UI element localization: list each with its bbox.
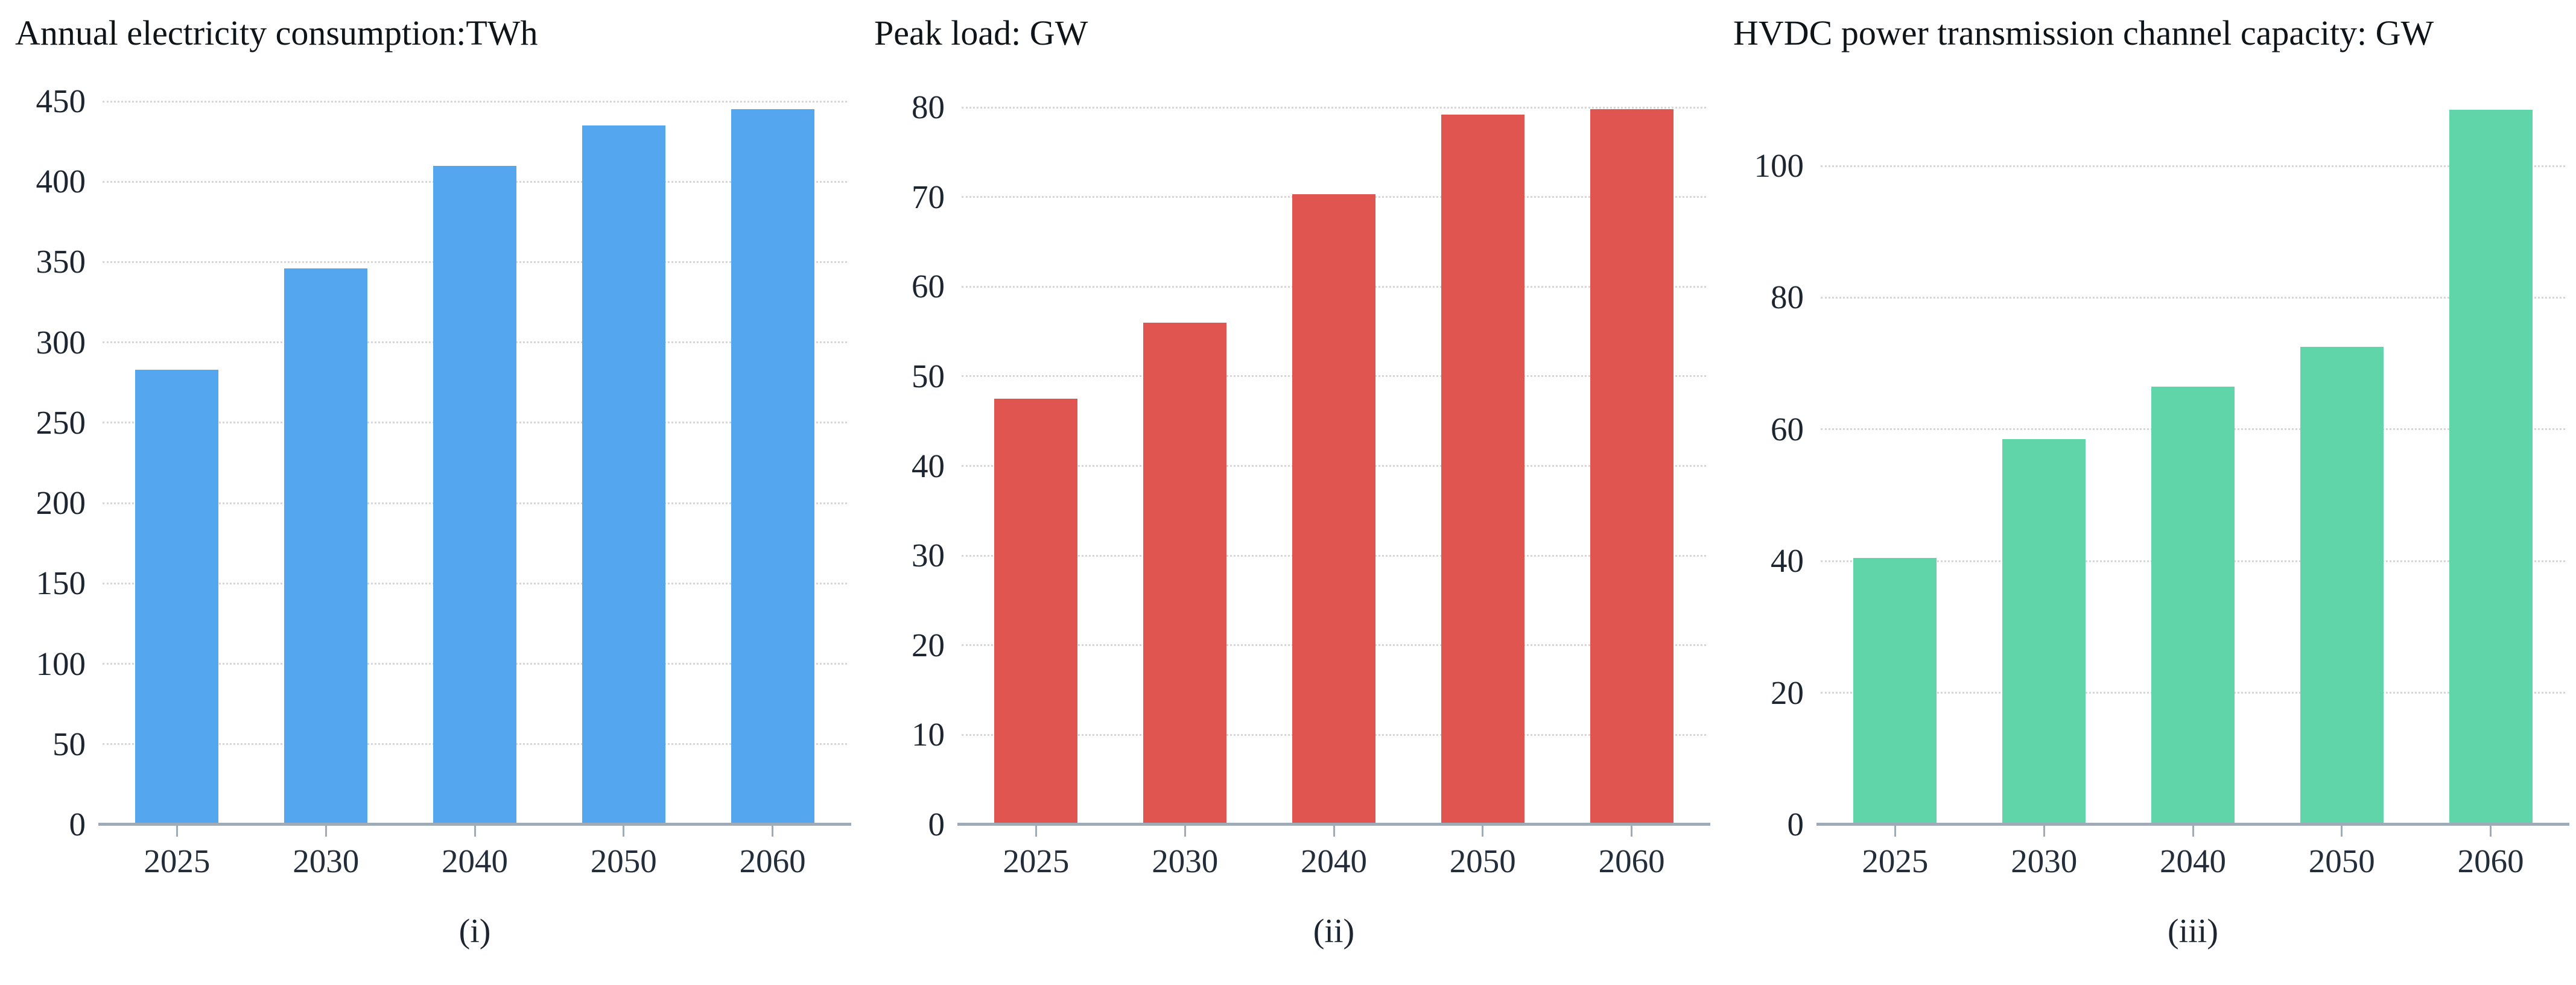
chart-title: Peak load: GW: [874, 13, 1088, 52]
chart-title: HVDC power transmission channel capacity…: [1733, 13, 2434, 52]
gridline: [103, 100, 847, 103]
x-axis-tick: [1482, 826, 1484, 837]
x-axis-tick: [1184, 826, 1186, 837]
y-axis-tick-label: 20: [912, 626, 945, 664]
y-axis-tick-label: 50: [52, 725, 86, 762]
chart-panel-hvdc-capacity: HVDC power transmission channel capacity…: [1718, 0, 2576, 985]
x-axis-tick: [1035, 826, 1037, 837]
x-axis-tick-label: 2050: [1449, 843, 1516, 879]
x-axis-tick: [1631, 826, 1633, 837]
y-axis-tick-label: 250: [36, 404, 86, 441]
x-axis-tick-label: 2040: [2160, 843, 2226, 879]
x-axis-tick: [2341, 826, 2343, 837]
x-axis-tick-label: 2040: [442, 843, 508, 879]
x-axis-tick-label: 2040: [1301, 843, 1367, 879]
y-axis-tick-label: 150: [36, 565, 86, 602]
x-axis-tick: [1894, 826, 1896, 837]
x-axis-tick: [474, 826, 476, 837]
bar-2030: [2002, 439, 2086, 825]
x-axis-tick-label: 2025: [144, 843, 211, 879]
y-axis-tick-label: 50: [912, 357, 945, 394]
bar-2060: [2449, 110, 2533, 825]
y-axis-tick-label: 450: [36, 83, 86, 119]
chart-caption: (iii): [2168, 913, 2218, 950]
bar-2040: [2151, 386, 2235, 825]
bar-2030: [284, 268, 368, 825]
y-axis-tick-label: 60: [912, 268, 945, 305]
y-axis-tick-label: 80: [1771, 279, 1804, 316]
gridline: [1821, 165, 2565, 167]
y-axis-tick-label: 70: [912, 178, 945, 215]
y-axis-tick-label: 100: [36, 645, 86, 682]
y-axis-tick-label: 400: [36, 163, 86, 200]
gridline: [962, 106, 1706, 109]
x-axis-tick-label: 2060: [1598, 843, 1665, 879]
x-axis-tick-label: 2030: [293, 843, 360, 879]
y-axis-tick-label: 0: [1787, 806, 1804, 843]
y-axis-tick-label: 100: [1754, 147, 1804, 184]
bar-2040: [433, 165, 516, 825]
y-axis-tick-label: 10: [912, 716, 945, 753]
bar-2060: [731, 109, 814, 825]
y-axis-tick-label: 80: [912, 89, 945, 125]
bar-2025: [1853, 557, 1937, 825]
x-axis-tick-label: 2060: [739, 843, 806, 879]
y-axis-tick-label: 300: [36, 323, 86, 361]
y-axis-tick-label: 20: [1771, 674, 1804, 711]
x-axis-tick: [325, 826, 327, 837]
chart-title: Annual electricity consumption:TWh: [15, 13, 538, 52]
x-axis-tick: [623, 826, 625, 837]
chart-panel-peak-load: Peak load: GW 0 10 20 30 40 50 60 70 80 2025 2030 2…: [859, 0, 1717, 985]
bar-2060: [1590, 109, 1673, 825]
x-axis-tick-label: 2050: [590, 843, 657, 879]
bar-2050: [2300, 347, 2384, 825]
x-axis-line: [1816, 823, 2569, 826]
x-axis-tick-label: 2050: [2308, 843, 2375, 879]
y-axis-tick-label: 0: [928, 806, 945, 843]
x-axis-tick-label: 2025: [1862, 843, 1929, 879]
bar-2050: [1441, 114, 1524, 825]
x-axis-line: [98, 823, 851, 826]
gridline: [1821, 296, 2565, 299]
y-axis-tick-label: 40: [912, 447, 945, 484]
y-axis-tick-label: 0: [69, 806, 86, 843]
x-axis-tick: [2192, 826, 2194, 837]
x-axis-tick: [2490, 826, 2492, 837]
bar-2040: [1292, 194, 1375, 825]
x-axis-tick: [1333, 826, 1335, 837]
x-axis-tick-label: 2030: [1152, 843, 1219, 879]
chart-caption: (i): [458, 913, 491, 950]
bar-2025: [994, 399, 1078, 825]
x-axis-tick-label: 2025: [1003, 843, 1070, 879]
chart-panel-annual-electricity-consumption: Annual electricity consumption:TWh 0 50 10…: [0, 0, 858, 985]
x-axis-tick: [2043, 826, 2045, 837]
chart-caption: (ii): [1313, 913, 1355, 950]
bar-2030: [1143, 322, 1227, 825]
bar-2025: [135, 369, 219, 825]
y-axis-tick-label: 40: [1771, 542, 1804, 580]
x-axis-tick: [772, 826, 774, 837]
y-axis-tick-label: 350: [36, 243, 86, 280]
x-axis-tick-label: 2060: [2457, 843, 2524, 879]
x-axis-tick-label: 2030: [2011, 843, 2078, 879]
x-axis-line: [957, 823, 1710, 826]
y-axis-tick-label: 30: [912, 537, 945, 574]
bar-2050: [582, 125, 665, 825]
y-axis-tick-label: 200: [36, 484, 86, 522]
x-axis-tick: [176, 826, 178, 837]
y-axis-tick-label: 60: [1771, 410, 1804, 448]
